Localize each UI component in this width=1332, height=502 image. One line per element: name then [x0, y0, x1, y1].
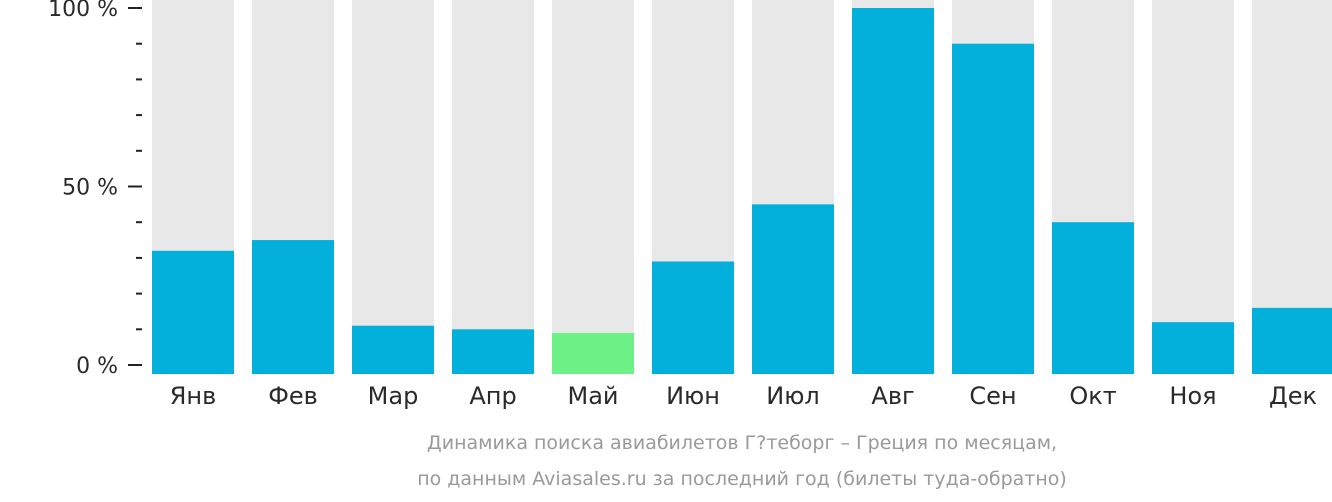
bar — [1252, 307, 1332, 374]
x-tick-label: Май — [567, 382, 618, 410]
x-tick-label: Ноя — [1169, 382, 1216, 410]
x-axis-labels: Янв Фев Мар Апр Май Июн Июл Авг Сен Окт Ноя Дек — [170, 382, 1317, 410]
bar — [1052, 222, 1134, 374]
x-tick-label: Мар — [368, 382, 419, 410]
x-tick-label: Апр — [469, 382, 516, 410]
x-tick-label: Фев — [268, 382, 318, 410]
bar-background — [1152, 0, 1234, 374]
bar — [852, 8, 934, 374]
bar — [752, 204, 834, 374]
bar-background — [452, 0, 534, 374]
bar — [352, 325, 434, 374]
y-tick-label: 100 % — [48, 0, 118, 22]
chart-caption-line-2: по данным Aviasales.ru за последний год … — [417, 468, 1067, 490]
x-tick-label: Июл — [766, 382, 820, 410]
bar-background — [352, 0, 434, 374]
x-tick-label: Авг — [871, 382, 914, 410]
x-tick-label: Окт — [1069, 382, 1116, 410]
y-tick-label: 50 % — [62, 176, 118, 201]
bar — [1152, 322, 1234, 374]
bar — [652, 261, 734, 374]
x-tick-label: Янв — [170, 382, 217, 410]
bar — [452, 329, 534, 374]
bar — [952, 43, 1034, 374]
bar — [252, 240, 334, 374]
data-bars — [152, 8, 1332, 374]
x-tick-label: Июн — [666, 382, 720, 410]
x-tick-label: Дек — [1269, 382, 1317, 410]
bar — [552, 332, 634, 374]
bar — [152, 250, 234, 374]
bar-background — [552, 0, 634, 374]
y-axis: 100 % 50 % 0 % — [48, 0, 142, 379]
chart-caption-line-1: Динамика поиска авиабилетов Г?теборг – Г… — [426, 432, 1058, 454]
x-tick-label: Сен — [969, 382, 1016, 410]
y-tick-label: 0 % — [76, 354, 118, 379]
